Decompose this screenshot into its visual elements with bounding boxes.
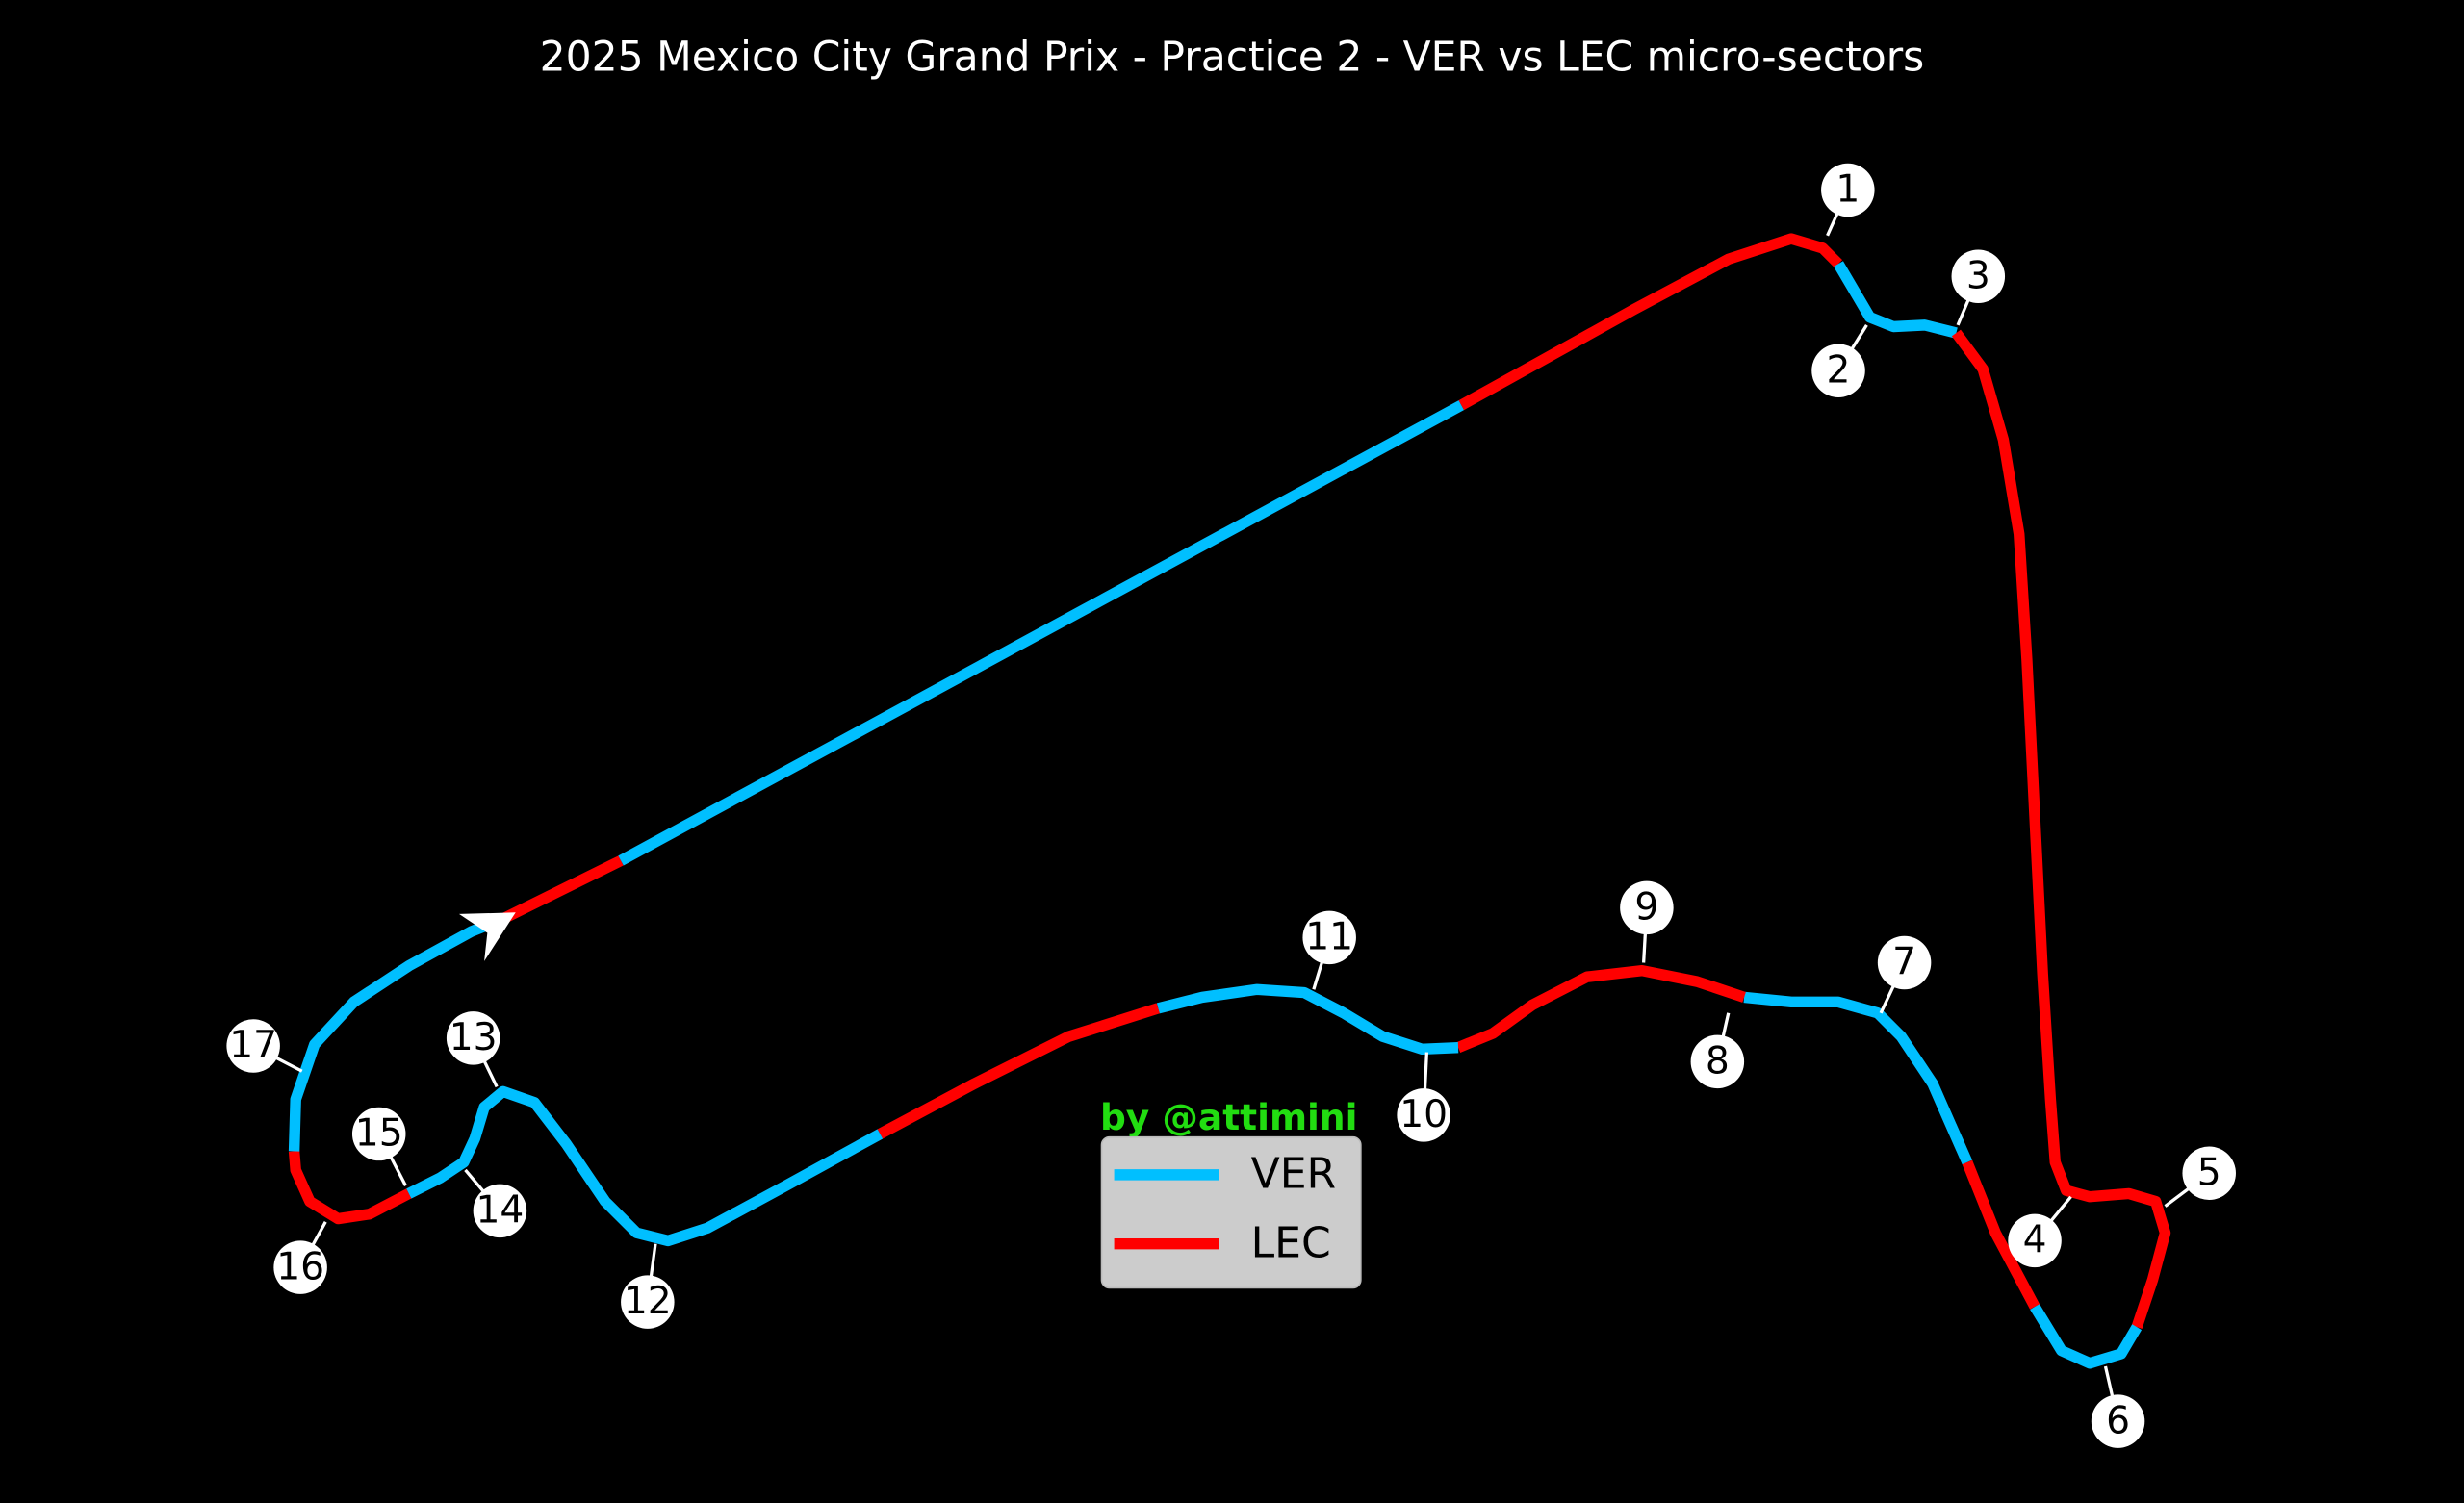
- corner-marker: [1397, 1088, 1450, 1142]
- micro-sector: [1962, 1159, 2040, 1310]
- track: [288, 233, 2171, 1369]
- micro-sector: [406, 1085, 884, 1247]
- corner-marker: [1877, 935, 1932, 990]
- credit: by @attimini: [1100, 1096, 1358, 1138]
- micro-sector: [1834, 261, 1958, 339]
- corner-number: 5: [2197, 1151, 2221, 1194]
- micro-sector: [1458, 233, 1843, 411]
- micro-sector: [618, 400, 1465, 866]
- corner-marker: [1811, 344, 1865, 397]
- corner-marker: [2008, 1213, 2062, 1268]
- corner-marker: [2182, 1146, 2236, 1200]
- corner-marker: [473, 1184, 527, 1238]
- legend: VER LEC: [1100, 1135, 1362, 1289]
- micro-sector: [2030, 1304, 2143, 1369]
- corner-marker: [446, 1011, 500, 1065]
- corner-marker: [273, 1240, 327, 1294]
- corner-number: 2: [1827, 348, 1851, 392]
- corner-marker: [2091, 1394, 2145, 1448]
- direction-arrow: [458, 912, 516, 961]
- corner-number: 13: [449, 1016, 498, 1059]
- corner-number: 6: [2106, 1399, 2130, 1442]
- corner-marker: [1302, 910, 1356, 965]
- legend-label: VER: [1251, 1150, 1337, 1199]
- legend-label: LEC: [1251, 1218, 1331, 1267]
- micro-sector: [1455, 964, 1746, 1053]
- corner-number: 16: [276, 1245, 324, 1288]
- micro-sector: [877, 1003, 1161, 1139]
- corner-marker: [1620, 880, 1674, 935]
- corner-marker: [1690, 1034, 1745, 1089]
- corner-number: 14: [475, 1189, 524, 1233]
- micro-sector: [1156, 983, 1459, 1056]
- corner-number: 9: [1634, 886, 1658, 930]
- corner-number: 1: [1835, 168, 1860, 212]
- micro-sector: [1743, 991, 1973, 1165]
- micro-sector: [1951, 329, 2171, 1330]
- corner-number: 8: [1706, 1039, 1730, 1083]
- micro-sector: [288, 1150, 412, 1225]
- corner-number: 15: [355, 1112, 403, 1156]
- corner-number: 3: [1966, 254, 1990, 297]
- micro-sector: [288, 913, 505, 1152]
- corner-number: 4: [2023, 1219, 2047, 1262]
- corner-number: 17: [229, 1024, 277, 1067]
- corner-marker: [1951, 249, 2006, 304]
- corner-number: 11: [1305, 916, 1353, 959]
- corner-number: 10: [1399, 1093, 1448, 1136]
- micro-sector: [500, 855, 624, 924]
- corner-marker: [621, 1275, 675, 1329]
- corner-number: 12: [624, 1280, 672, 1323]
- corner-number: 7: [1892, 941, 1916, 984]
- corner-marker: [1821, 163, 1875, 217]
- corner-marker: [351, 1107, 406, 1161]
- corner-marker: [226, 1019, 280, 1073]
- chart-title: 2025 Mexico City Grand Prix - Practice 2…: [540, 35, 1925, 82]
